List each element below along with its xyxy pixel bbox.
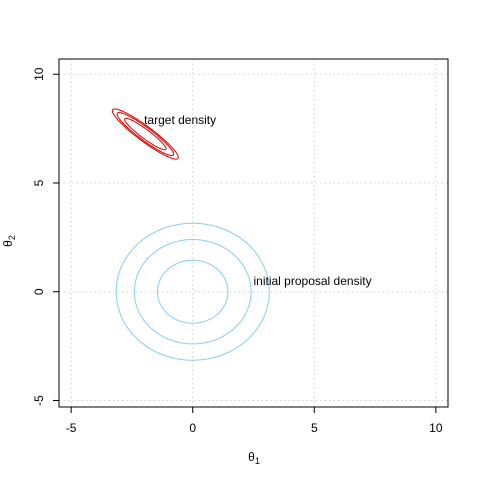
contour-lines (111, 108, 270, 361)
target-contour-1 (124, 117, 167, 151)
y-tick-label: -5 (32, 395, 46, 406)
x-tick-label: -5 (66, 421, 77, 435)
target-density-contours (111, 108, 179, 160)
y-tick-label: 5 (32, 179, 46, 186)
y-tick-label: 10 (32, 67, 46, 81)
proposal-contour-3 (115, 222, 270, 361)
x-tick-label: 0 (189, 421, 196, 435)
y-axis-label: θ2 (1, 235, 17, 247)
grid-lines (59, 59, 448, 407)
target-contour-2 (116, 112, 175, 157)
proposal-contour-1 (156, 259, 229, 324)
axis-ticks: -5 0 5 10 -5 0 5 10 (32, 67, 443, 435)
x-tick-label: 5 (311, 421, 318, 435)
annotations: target density initial proposal density (144, 113, 371, 288)
plot-frame (58, 58, 449, 408)
annotation-1: initial proposal density (254, 274, 372, 288)
target-contour-3 (111, 108, 179, 160)
proposal-density-contours (115, 222, 270, 361)
x-axis-label: θ1 (248, 450, 260, 466)
y-tick-label: 0 (32, 288, 46, 295)
proposal-contour-2 (133, 239, 252, 345)
x-tick-label: 10 (429, 421, 443, 435)
annotation-0: target density (144, 113, 216, 127)
